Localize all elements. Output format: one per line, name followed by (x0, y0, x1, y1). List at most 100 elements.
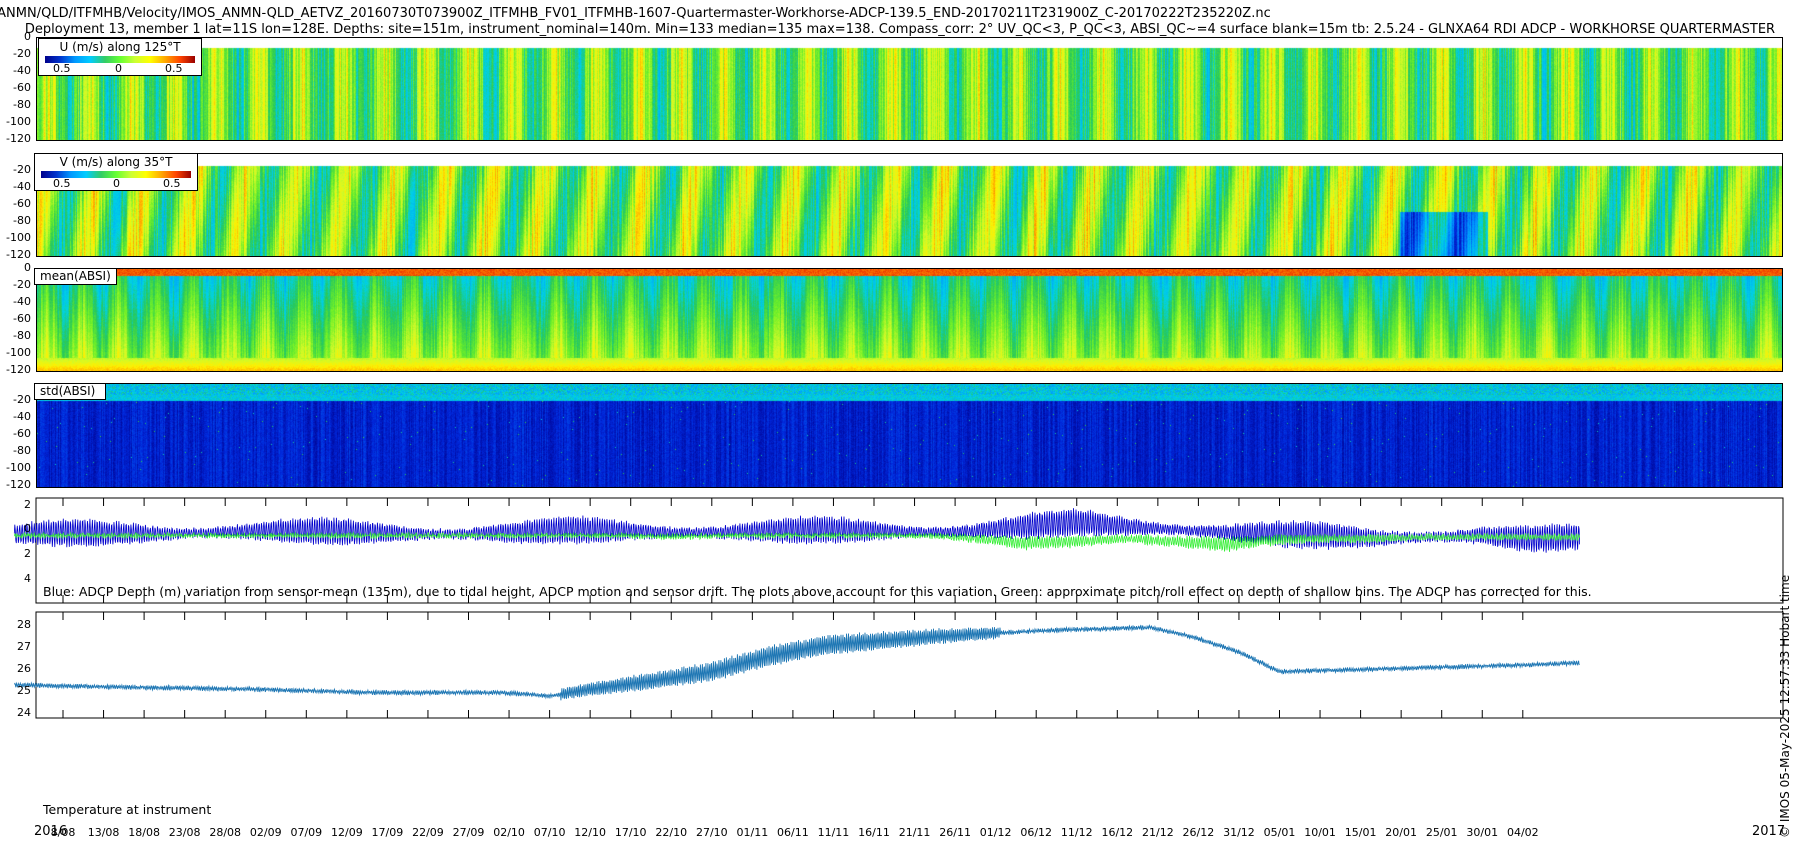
temperature-line (13, 624, 1580, 701)
x-tick-label: 10/01 (1304, 826, 1336, 839)
y-tick: 0 (24, 261, 31, 274)
x-tick-label: 27/09 (452, 826, 485, 839)
mean-absi-label: mean(ABSI) (34, 268, 117, 285)
y-tick: -60 (13, 427, 31, 440)
depth-variation-plot (13, 508, 1580, 553)
v-colorbar-legend: V (m/s) along 35°T 0.5 0 0.5 (34, 153, 198, 191)
v-colorbar-tick: 0 (113, 177, 120, 190)
v-colorbar-tick: 0.5 (163, 177, 181, 190)
y-tick: 2 (24, 498, 31, 511)
x-tick-label: 16/12 (1101, 826, 1134, 839)
y-tick: -80 (13, 98, 31, 111)
u-colorbar-legend: U (m/s) along 125°T 0.5 0 0.5 (38, 38, 202, 76)
mean-absi-heatmap (37, 269, 1782, 371)
y-tick: -100 (6, 461, 31, 474)
v-velocity-heatmap (37, 154, 1782, 256)
y-tick: -20 (13, 163, 31, 176)
x-axis-year-start: 2016 (34, 824, 68, 839)
x-tick-label: 26/11 (939, 826, 971, 839)
depth-variation-axes (35, 497, 1784, 604)
u-velocity-heatmap (37, 38, 1782, 140)
x-axis-year-end: 2017 (1752, 824, 1786, 839)
depth-variation-annotation: Blue: ADCP Depth (m) variation from sens… (43, 584, 1592, 599)
x-tick-label: 22/09 (412, 826, 444, 839)
y-tick: -120 (6, 132, 31, 145)
y-tick: -80 (13, 444, 31, 457)
temperature-axes (35, 611, 1784, 719)
x-tick-label: 07/09 (290, 826, 323, 839)
x-tick-label: 07/10 (533, 826, 566, 839)
y-tick: -100 (6, 346, 31, 359)
y-tick: -40 (13, 295, 31, 308)
y-tick: -20 (13, 278, 31, 291)
x-tick-label: 21/11 (898, 826, 931, 839)
y-tick: 26 (17, 662, 31, 675)
std-absi-panel (36, 383, 1783, 488)
x-tick-label: 20/01 (1385, 826, 1417, 839)
y-tick: -40 (13, 180, 31, 193)
x-tick-label: 17/10 (614, 826, 647, 839)
x-tick-label: 05/01 (1263, 826, 1296, 839)
x-tick-label: 02/09 (249, 826, 282, 839)
x-tick-label: 18/08 (128, 826, 160, 839)
std-absi-heatmap (37, 384, 1782, 487)
x-tick-label: 12/10 (574, 826, 606, 839)
x-tick-label: 13/08 (87, 826, 120, 839)
x-tick-label: 26/12 (1182, 826, 1215, 839)
x-tick-label: 23/08 (168, 826, 201, 839)
figure-title-line1: IMOS/ANMN/QLD/ITFMHB/Velocity/IMOS_ANMN-… (0, 6, 1271, 21)
x-tick-label: 22/10 (655, 826, 688, 839)
x-tick-label: 31/12 (1223, 826, 1255, 839)
y-tick: -20 (13, 47, 31, 60)
v-legend-title: V (m/s) along 35°T (59, 155, 173, 169)
y-tick: 0 (24, 522, 31, 535)
y-tick: -40 (13, 410, 31, 423)
u-colorbar-tick: 0 (115, 62, 122, 75)
y-tick: -80 (13, 214, 31, 227)
x-tick-label: 21/12 (1141, 826, 1174, 839)
y-tick: -80 (13, 329, 31, 342)
x-tick-label: 25/01 (1425, 826, 1458, 839)
y-tick: -120 (6, 363, 31, 376)
u-colorbar-tick: 0.5 (53, 62, 71, 75)
x-tick-label: 02/10 (493, 826, 525, 839)
figure-title-line2: Deployment 13, member 1 lat=11S lon=128E… (24, 22, 1776, 37)
y-tick: 27 (17, 640, 31, 653)
y-tick: -40 (13, 64, 31, 77)
x-tick-label: 27/10 (695, 826, 728, 839)
y-tick: 2 (24, 547, 31, 560)
temperature-plot (13, 624, 1580, 701)
y-tick: -60 (13, 197, 31, 210)
x-tick-label: 01/11 (736, 826, 769, 839)
u-colorbar-tick: 0.5 (165, 62, 183, 75)
u-colorbar (45, 56, 195, 63)
x-tick-label: 17/09 (371, 826, 404, 839)
x-tick-label: 01/12 (979, 826, 1012, 839)
mean-absi-panel (36, 268, 1783, 372)
y-tick: -100 (6, 115, 31, 128)
y-tick: -60 (13, 312, 31, 325)
x-tick-label: 04/02 (1506, 826, 1539, 839)
u-velocity-panel (36, 37, 1783, 141)
y-tick: -120 (6, 478, 31, 491)
y-tick: -100 (6, 231, 31, 244)
x-tick-label: 11/11 (817, 826, 850, 839)
y-tick: -120 (6, 248, 31, 261)
x-tick-label: 06/11 (777, 826, 809, 839)
y-tick: -20 (13, 393, 31, 406)
x-tick-label: 15/01 (1344, 826, 1377, 839)
u-legend-title: U (m/s) along 125°T (59, 40, 181, 54)
x-tick-label: 28/08 (209, 826, 242, 839)
x-tick-label: 06/12 (1020, 826, 1053, 839)
y-tick: 0 (24, 30, 31, 43)
y-tick: -60 (13, 81, 31, 94)
x-tick-label: 11/12 (1060, 826, 1093, 839)
v-colorbar-tick: 0.5 (53, 177, 71, 190)
y-tick: 28 (17, 618, 31, 631)
temperature-annotation: Temperature at instrument (43, 802, 212, 817)
x-tick-label: 16/11 (858, 826, 890, 839)
y-tick: 4 (24, 572, 31, 585)
adcp-depth-variation-line (13, 508, 1580, 553)
pitch-roll-effect-line (13, 531, 1580, 552)
